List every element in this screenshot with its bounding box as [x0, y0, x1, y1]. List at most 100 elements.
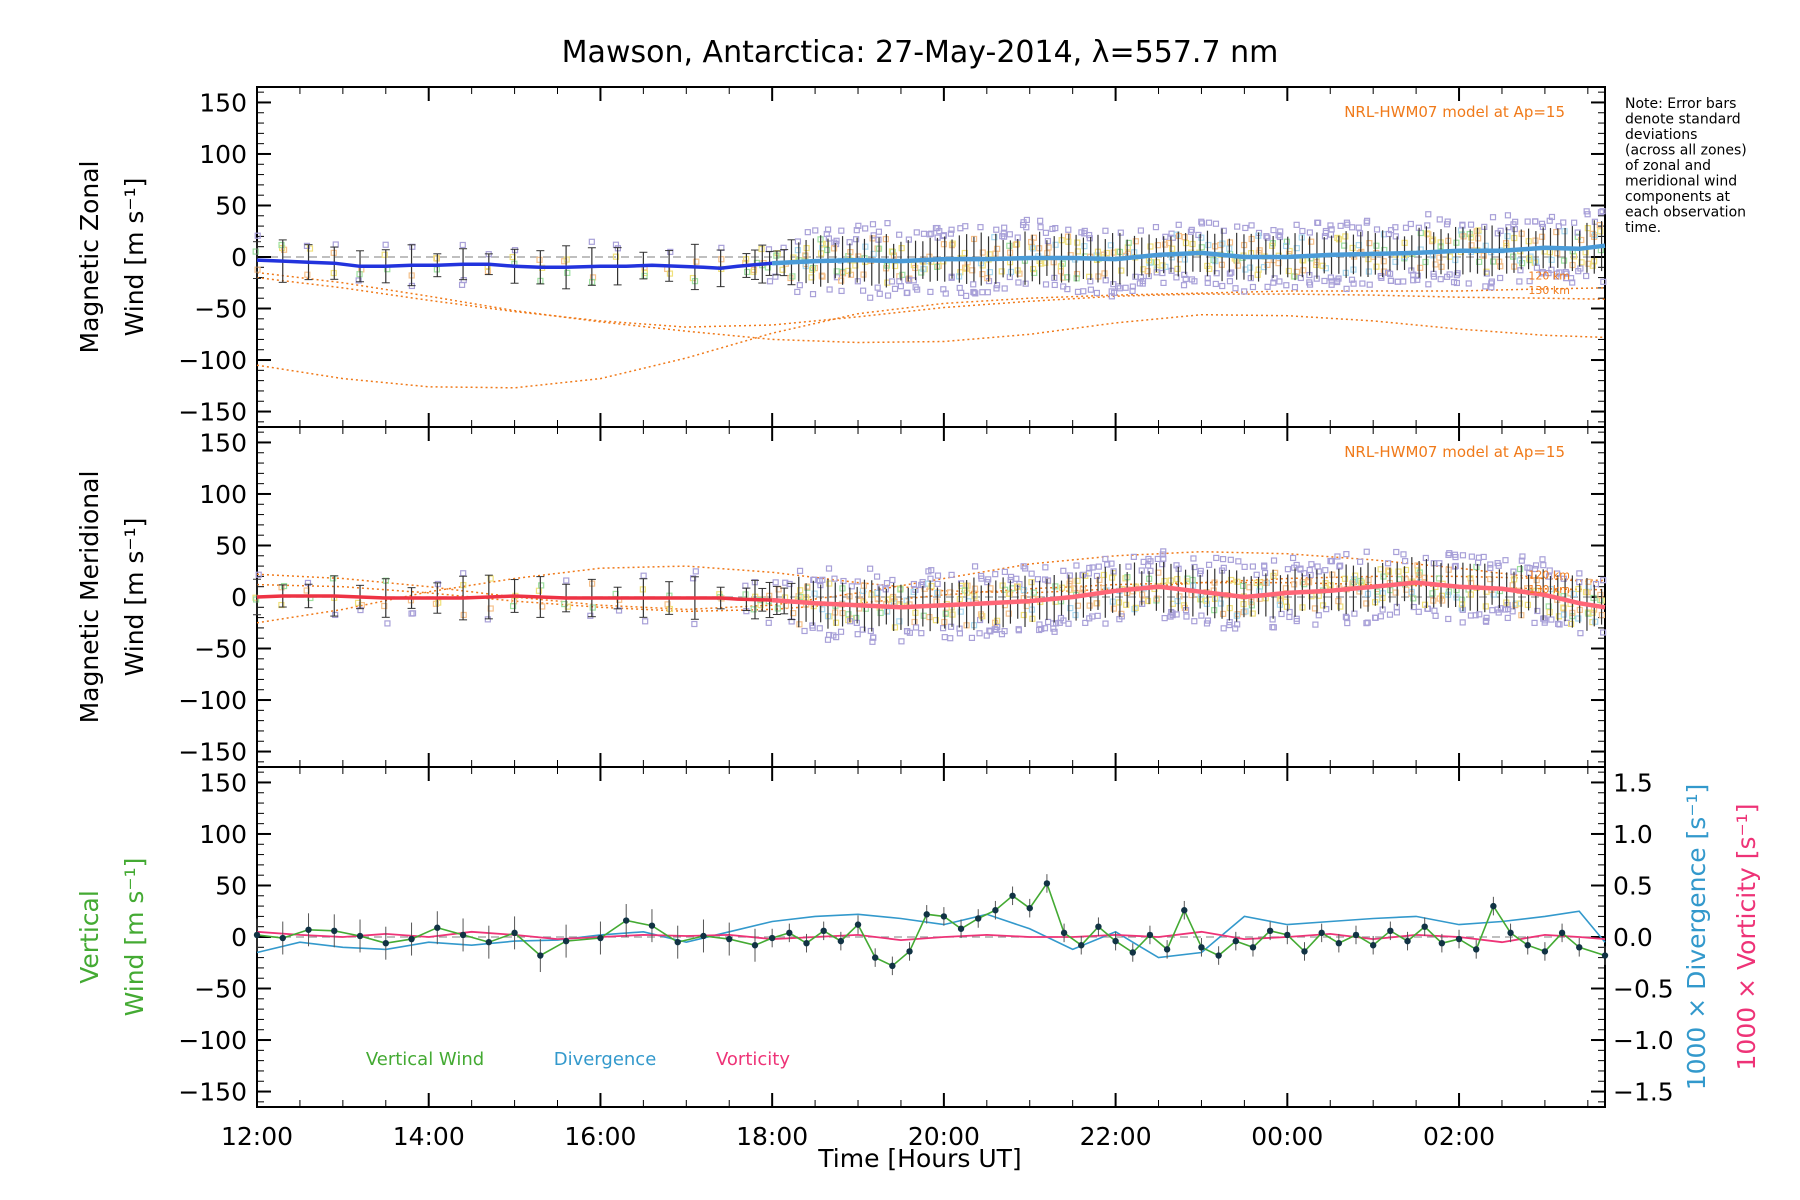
sample-point	[1386, 611, 1394, 618]
sample-point	[1377, 272, 1384, 280]
sample-point	[1415, 608, 1422, 615]
sample-point	[750, 606, 757, 613]
sample-point	[1539, 556, 1546, 563]
sample-point	[1129, 283, 1136, 290]
sample-point	[884, 220, 891, 227]
sample-point	[891, 624, 899, 631]
vertical-wind-point	[820, 927, 827, 935]
vertical-wind-point	[1507, 929, 1514, 937]
right-tick-label: 1.0	[1613, 820, 1653, 849]
sample-point	[1260, 263, 1268, 271]
sample-point	[1235, 558, 1242, 565]
sample-point	[1584, 225, 1591, 232]
sample-point	[1276, 597, 1283, 604]
sample-point	[1191, 618, 1198, 625]
sample-point	[1532, 562, 1540, 569]
sample-point	[381, 602, 388, 610]
sample-point	[1028, 570, 1035, 577]
sample-point	[1108, 293, 1115, 300]
sample-point	[1020, 586, 1027, 594]
sample-point	[1095, 563, 1102, 570]
sample-point	[910, 580, 917, 588]
sample-point	[1538, 233, 1546, 240]
vertical-wind-point	[1112, 937, 1119, 945]
note-line: meridional wind	[1625, 174, 1737, 190]
sample-point	[1597, 228, 1604, 235]
sample-point	[1074, 248, 1081, 255]
right-axis-title-divergence: 1000 × Divergence [s⁻¹]	[1682, 784, 1711, 1091]
sample-point	[1348, 276, 1356, 283]
sample-point	[1315, 612, 1322, 619]
sample-point	[1188, 226, 1195, 233]
sample-point	[1028, 579, 1035, 586]
sample-point	[935, 262, 942, 269]
y-tick-label: 100	[199, 140, 247, 169]
vertical-wind-point	[768, 934, 776, 942]
sample-point	[808, 274, 815, 281]
sample-point	[1380, 258, 1387, 265]
sample-point	[1489, 607, 1496, 614]
sample-point	[1291, 581, 1298, 588]
sample-point	[1460, 233, 1467, 240]
sample-point	[1363, 219, 1370, 226]
sample-point	[642, 618, 649, 625]
sample-point	[1342, 613, 1349, 620]
sample-point	[1283, 282, 1290, 289]
sample-point	[794, 238, 802, 245]
sample-point	[1494, 230, 1501, 237]
sample-point	[1585, 578, 1592, 585]
sample-point	[1395, 568, 1402, 575]
km-label: 130 km	[1528, 284, 1570, 297]
vertical-wind-point	[1146, 931, 1154, 939]
legend-item: Vorticity	[716, 1049, 790, 1070]
sample-point	[1364, 619, 1371, 626]
sample-point	[1228, 576, 1235, 584]
sample-point	[1414, 276, 1421, 283]
sample-point	[1159, 269, 1166, 277]
sample-point	[408, 610, 415, 617]
vertical-wind-point	[871, 954, 879, 961]
sample-point	[1030, 265, 1037, 273]
sample-point	[1597, 591, 1604, 599]
sample-point	[1286, 247, 1293, 255]
sample-point	[1487, 564, 1494, 572]
sample-point	[1571, 219, 1578, 226]
y-tick-label: −150	[178, 738, 247, 767]
sample-point	[942, 290, 949, 297]
sample-point	[409, 243, 416, 250]
sample-point	[1567, 275, 1575, 282]
sample-point	[1108, 560, 1115, 567]
sample-point	[1517, 267, 1524, 274]
vertical-wind-point	[622, 917, 630, 924]
sample-point	[1308, 561, 1315, 568]
sample-point	[536, 256, 543, 263]
sample-point	[1159, 561, 1166, 568]
sample-point	[255, 571, 262, 578]
vertical-wind-point	[1541, 948, 1549, 955]
sample-point	[1168, 267, 1175, 274]
sample-point	[1057, 268, 1064, 275]
legend-item: Vertical Wind	[366, 1049, 484, 1070]
sample-point	[1538, 220, 1546, 227]
sample-point	[1516, 278, 1523, 285]
sample-point	[1028, 238, 1035, 246]
vertical-wind-point	[537, 952, 544, 959]
sample-point	[304, 271, 311, 278]
sample-point	[1321, 277, 1328, 285]
sample-point	[1394, 278, 1401, 285]
sample-point	[1241, 288, 1248, 295]
sample-point	[1125, 239, 1132, 247]
sample-point	[1363, 548, 1370, 555]
sample-point	[1006, 231, 1013, 238]
sample-point	[1560, 611, 1568, 618]
sample-point	[1504, 614, 1511, 622]
panel-meridional: 150 100 50 0 −50 −100 −150 Magnetic Meridional W…	[75, 426, 1607, 768]
sample-point	[1451, 563, 1459, 570]
sample-point	[1422, 554, 1429, 562]
sample-point	[1392, 258, 1399, 265]
sample-point	[826, 580, 833, 587]
sample-point	[848, 583, 855, 590]
sample-point	[742, 591, 749, 598]
sample-point	[1337, 562, 1344, 569]
sample-point	[1037, 224, 1044, 231]
